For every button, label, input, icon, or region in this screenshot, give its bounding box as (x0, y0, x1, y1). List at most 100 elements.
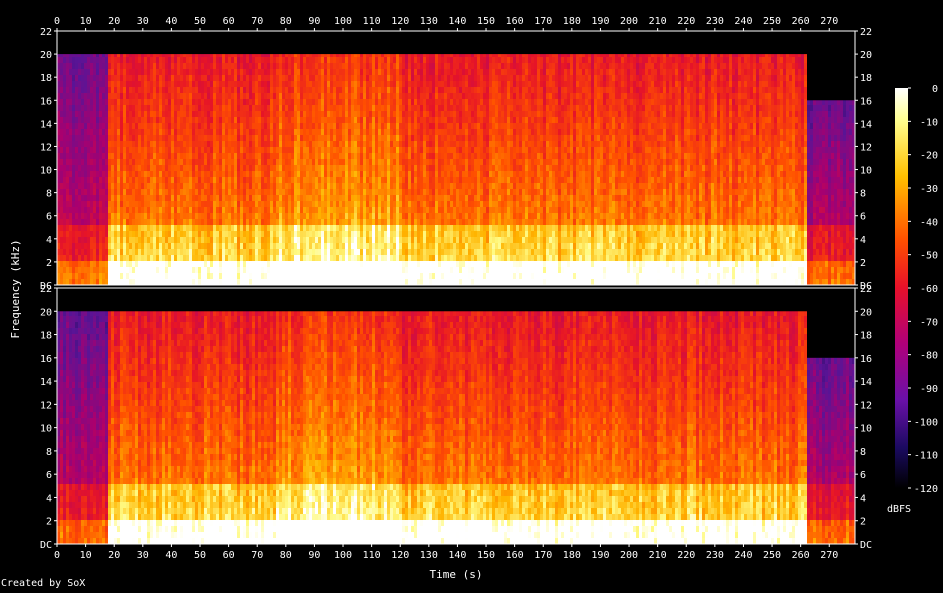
spectrum-cell (333, 93, 336, 99)
spectrum-cell (390, 141, 393, 147)
spectrum-cell (162, 54, 165, 57)
spectrum-cell (258, 135, 261, 141)
spectrum-cell (237, 99, 240, 105)
spectrum-cell (234, 213, 237, 219)
spectrum-cell (81, 165, 84, 171)
spectrum-cell (234, 195, 237, 201)
spectrum-cell (225, 279, 228, 285)
spectrum-cell (267, 261, 270, 267)
spectrum-cell (378, 153, 381, 159)
spectrum-cell (270, 183, 273, 189)
spectrum-cell (273, 147, 276, 153)
spectrum-cell (249, 225, 252, 231)
spectrum-cell (291, 213, 294, 219)
spectrum-cell (228, 129, 231, 135)
spectrum-cell (66, 171, 69, 177)
spectrum-cell (198, 207, 201, 213)
spectrum-cell (222, 237, 225, 243)
spectrum-cell (216, 111, 219, 117)
spectrum-cell (417, 63, 420, 69)
spectrum-cell (348, 243, 351, 249)
spectrum-cell (324, 69, 327, 75)
spectrum-cell (201, 279, 204, 285)
spectrum-cell (162, 153, 165, 159)
spectrum-cell (345, 117, 348, 123)
spectrum-cell (75, 105, 78, 111)
spectrum-cell (111, 279, 114, 285)
spectrum-cell (144, 249, 147, 255)
spectrum-cell (297, 249, 300, 255)
spectrum-cell (423, 267, 426, 273)
spectrum-cell (294, 105, 297, 111)
spectrum-cell (420, 189, 423, 195)
spectrum-cell (288, 141, 291, 147)
spectrum-cell (219, 231, 222, 237)
spectrum-cell (117, 255, 120, 261)
spectrum-cell (159, 189, 162, 195)
spectrum-cell (231, 213, 234, 219)
spectrum-cell (258, 255, 261, 261)
spectrum-cell (321, 135, 324, 141)
spectrum-cell (264, 177, 267, 183)
spectrum-cell (126, 165, 129, 171)
spectrum-cell (234, 141, 237, 147)
spectrum-cell (135, 111, 138, 117)
spectrum-cell (135, 93, 138, 99)
spectrum-cell (135, 219, 138, 225)
spectrum-cell (99, 111, 102, 117)
spectrum-cell (438, 147, 441, 153)
spectrum-cell (414, 135, 417, 141)
spectrum-cell (165, 255, 168, 261)
spectrum-cell (372, 255, 375, 261)
spectrum-cell (318, 267, 321, 273)
spectrum-cell (384, 237, 387, 243)
spectrum-cell (405, 75, 408, 81)
spectrum-cell (234, 171, 237, 177)
spectrum-cell (246, 231, 249, 237)
spectrum-cell (96, 141, 99, 147)
spectrum-cell (60, 189, 63, 195)
spectrum-cell (225, 141, 228, 147)
spectrum-cell (435, 87, 438, 93)
spectrum-cell (351, 261, 354, 267)
spectrum-cell (72, 219, 75, 225)
spectrum-cell (129, 279, 132, 285)
spectrum-cell (180, 279, 183, 285)
spectrum-cell (72, 87, 75, 93)
spectrum-cell (324, 279, 327, 285)
spectrum-cell (363, 135, 366, 141)
spectrum-cell (234, 243, 237, 249)
spectrum-cell (147, 189, 150, 195)
spectrum-cell (108, 201, 111, 207)
spectrum-cell (420, 195, 423, 201)
spectrum-cell (93, 105, 96, 111)
spectrum-cell (351, 57, 354, 63)
spectrum-cell (420, 153, 423, 159)
spectrum-cell (96, 195, 99, 201)
spectrum-cell (396, 117, 399, 123)
spectrum-cell (183, 171, 186, 177)
spectrum-cell (342, 213, 345, 219)
spectrum-cell (282, 213, 285, 219)
spectrum-cell (189, 237, 192, 243)
spectrum-cell (216, 93, 219, 99)
spectrum-cell (339, 267, 342, 273)
spectrum-cell (156, 81, 159, 87)
spectrum-cell (210, 255, 213, 261)
spectrum-cell (78, 129, 81, 135)
spectrum-cell (387, 219, 390, 225)
spectrum-cell (66, 141, 69, 147)
spectrum-cell (180, 243, 183, 249)
spectrum-cell (222, 213, 225, 219)
spectrum-cell (144, 135, 147, 141)
spectrum-cell (96, 207, 99, 213)
spectrum-cell (321, 87, 324, 93)
spectrum-cell (309, 279, 312, 285)
spectrum-cell (144, 141, 147, 147)
spectrum-cell (57, 117, 60, 123)
spectrum-cell (408, 183, 411, 189)
spectrum-cell (309, 153, 312, 159)
spectrum-cell (354, 207, 357, 213)
spectrum-cell (372, 225, 375, 231)
spectrum-cell (414, 93, 417, 99)
